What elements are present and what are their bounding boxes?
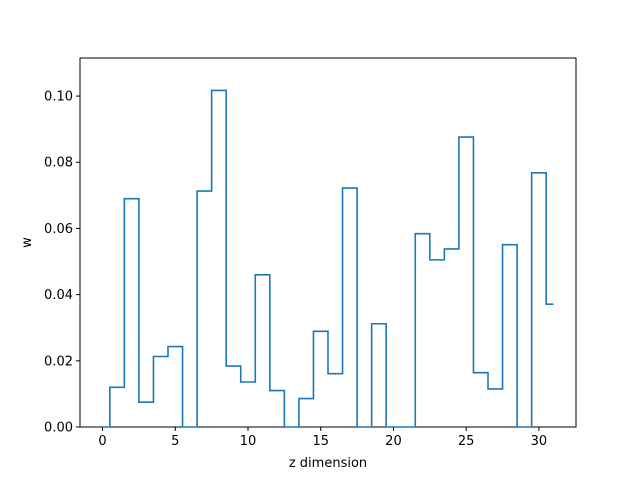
x-tick-label: 0 bbox=[98, 434, 106, 449]
x-tick-label: 25 bbox=[458, 434, 475, 449]
y-tick-label: 0.06 bbox=[44, 222, 73, 237]
y-tick-label: 0.10 bbox=[44, 90, 73, 105]
y-tick-label: 0.08 bbox=[44, 156, 73, 171]
x-tick-label: 20 bbox=[385, 434, 402, 449]
x-tick-label: 30 bbox=[531, 434, 548, 449]
plot-frame bbox=[79, 57, 577, 428]
x-tick-label: 15 bbox=[312, 434, 329, 449]
plot-area: 0 5 10 15 20 25 30 0.00 0.02 0.04 0.06 0.08 0.10 bbox=[44, 57, 577, 449]
x-tick-label: 5 bbox=[171, 434, 179, 449]
y-tick-label: 0.04 bbox=[44, 288, 73, 303]
x-axis-label: z dimension bbox=[289, 456, 367, 471]
x-tick-label: 10 bbox=[240, 434, 257, 449]
y-axis: 0.00 0.02 0.04 0.06 0.08 0.10 bbox=[44, 90, 80, 436]
x-axis: 0 5 10 15 20 25 30 bbox=[98, 427, 547, 449]
y-tick-label: 0.00 bbox=[44, 421, 73, 436]
y-axis-label: w bbox=[20, 237, 35, 248]
y-tick-label: 0.02 bbox=[44, 354, 73, 369]
series-step-line bbox=[102, 89, 554, 428]
